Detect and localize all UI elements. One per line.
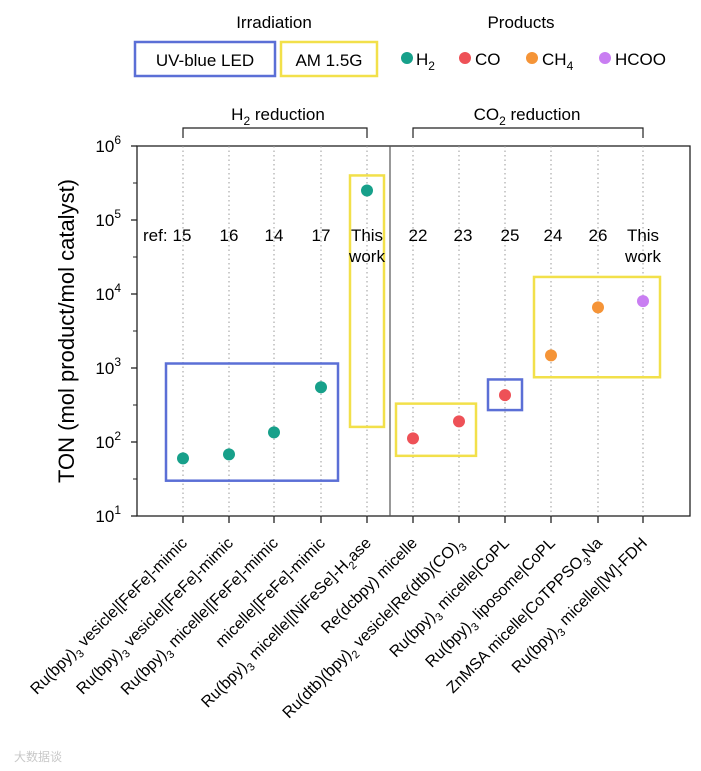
y-tick-label: 105 bbox=[95, 207, 121, 230]
h2-reduction-bracket bbox=[182, 127, 368, 138]
ref-label: 14 bbox=[265, 226, 284, 245]
ref-label: work bbox=[348, 247, 385, 266]
data-point bbox=[223, 448, 235, 461]
legend-hcoo-marker bbox=[599, 52, 611, 64]
irradiation-box bbox=[486, 378, 524, 412]
legend-h2-label: H2 bbox=[416, 50, 435, 73]
x-axis-ticks bbox=[182, 516, 644, 523]
legend-co-label: CO bbox=[475, 50, 501, 69]
ref-label: 23 bbox=[454, 226, 473, 245]
irradiation-box bbox=[348, 174, 386, 429]
ref-label: 25 bbox=[501, 226, 520, 245]
data-point bbox=[637, 295, 649, 308]
legend-uv-blue-led-label: UV-blue LED bbox=[156, 51, 254, 70]
irradiation-box bbox=[164, 362, 340, 482]
legend-ch4-label: CH4 bbox=[542, 50, 574, 73]
legend-h2-marker bbox=[401, 52, 413, 64]
y-tick-label: 104 bbox=[95, 281, 121, 304]
h2-reduction-label: H2 reduction bbox=[231, 105, 325, 128]
legend-co-marker bbox=[459, 52, 471, 64]
data-point bbox=[407, 432, 419, 445]
data-point bbox=[177, 452, 189, 465]
data-point bbox=[545, 349, 557, 362]
ref-prefix: ref: bbox=[143, 226, 168, 245]
data-points bbox=[177, 184, 649, 465]
legend-uv-blue-led-box bbox=[133, 40, 277, 78]
ref-label: 16 bbox=[220, 226, 239, 245]
irradiation-legend-title: Irradiation bbox=[236, 13, 312, 32]
category-label: Ru(bpy)3 vesicle|[FeFe]-mimic bbox=[28, 535, 194, 701]
group-brackets: H2 reduction CO2 reduction bbox=[182, 105, 644, 138]
reference-labels: ref: 15 16 14 17 This work 22 23 25 24 26 This work bbox=[143, 226, 661, 266]
y-tick-label: 102 bbox=[95, 429, 121, 452]
legend-hcoo-label: HCOO bbox=[615, 50, 666, 69]
legend: Irradiation Products UV-blue LED AM 1.5G… bbox=[133, 13, 666, 78]
data-point bbox=[268, 426, 280, 439]
category-label: Ru(bpy)3 micelle|[NiFeSe]-H2ase bbox=[198, 535, 377, 714]
data-point bbox=[361, 184, 373, 197]
y-tick-label: 103 bbox=[95, 355, 121, 378]
irradiation-box bbox=[532, 275, 662, 379]
products-legend-title: Products bbox=[487, 13, 554, 32]
ref-label: This bbox=[627, 226, 659, 245]
ref-label: work bbox=[624, 247, 661, 266]
data-point bbox=[592, 301, 604, 314]
data-point bbox=[499, 389, 511, 402]
y-tick-label: 101 bbox=[95, 503, 121, 526]
legend-ch4-marker bbox=[526, 52, 538, 64]
ref-label: This bbox=[351, 226, 383, 245]
guide-lines bbox=[182, 146, 644, 516]
legend-am15g-box bbox=[279, 40, 379, 78]
ref-label: 26 bbox=[589, 226, 608, 245]
ref-label: 15 bbox=[173, 226, 192, 245]
watermark: 大数据谈 bbox=[14, 750, 63, 764]
data-point bbox=[453, 415, 465, 428]
legend-am15g-label: AM 1.5G bbox=[295, 51, 362, 70]
ref-label: 24 bbox=[544, 226, 563, 245]
irradiation-box bbox=[394, 402, 478, 458]
ref-label: 17 bbox=[312, 226, 331, 245]
y-axis-ticks: 101 102 103 104 105 106 bbox=[95, 133, 137, 526]
data-point bbox=[315, 381, 327, 394]
y-axis-title: TON (mol product/mol catalyst) bbox=[54, 179, 79, 483]
co2-reduction-bracket bbox=[412, 127, 644, 138]
co2-reduction-label: CO2 reduction bbox=[474, 105, 581, 128]
ref-label: 22 bbox=[409, 226, 428, 245]
y-tick-label: 106 bbox=[95, 133, 121, 156]
irradiation-boxes bbox=[164, 174, 662, 482]
